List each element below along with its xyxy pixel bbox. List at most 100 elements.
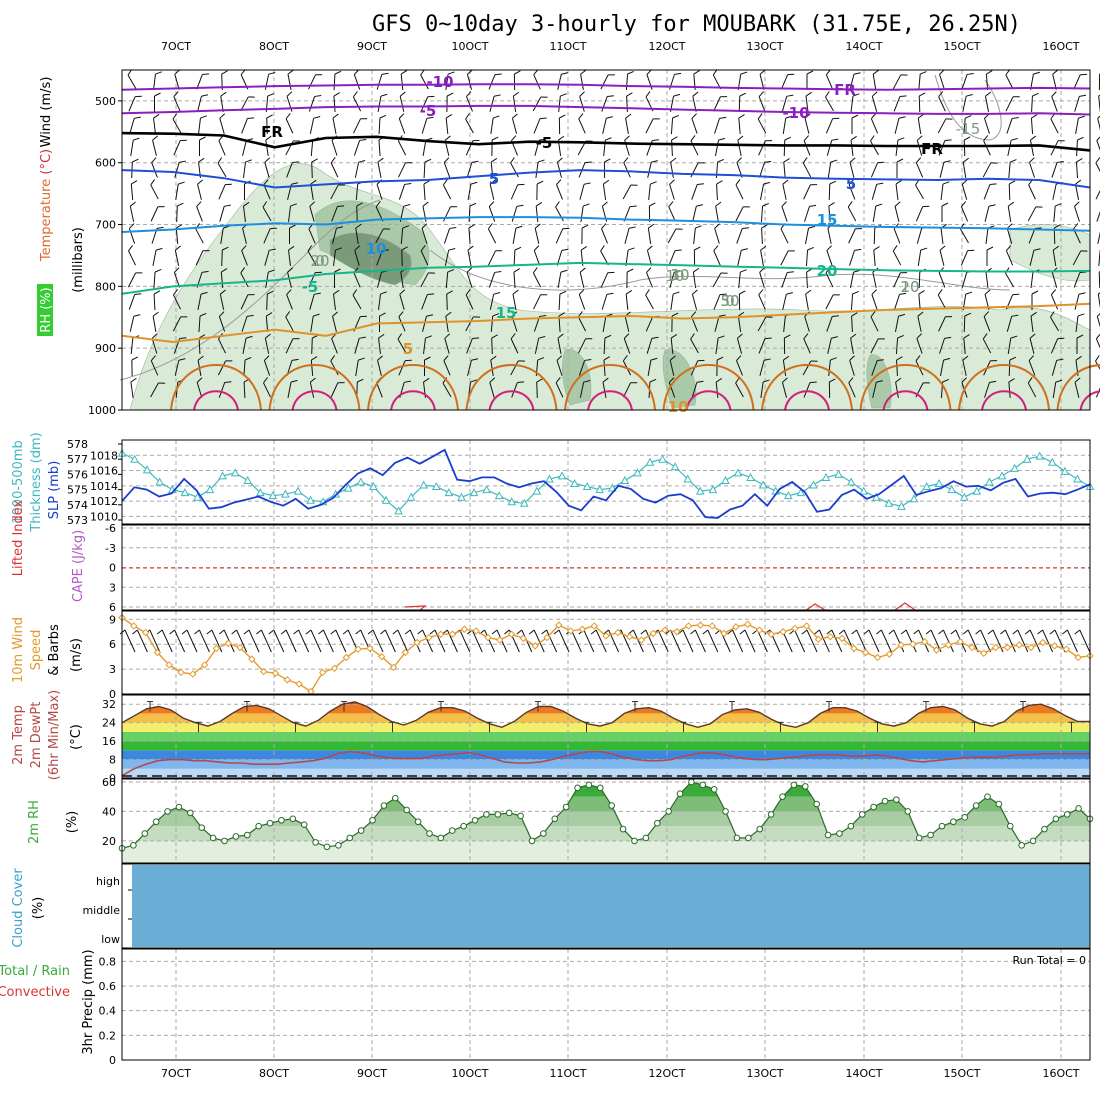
wind-barb (401, 246, 408, 267)
wind-barb (262, 201, 272, 222)
wind-barb-staff (872, 74, 877, 90)
wind-barb-flag (742, 227, 749, 229)
wind-barb-flag (513, 91, 520, 97)
wind-barb-flag (646, 267, 652, 273)
temp-tick-label: 0 (109, 772, 116, 785)
wind-barb (894, 313, 906, 332)
contour-label: 5 (403, 340, 413, 358)
wind-barb (600, 245, 609, 266)
wind-barb-flag (810, 360, 818, 362)
wind-barb (918, 290, 925, 311)
lifted-index-tick-label: -3 (105, 542, 116, 555)
wind-barb (1031, 290, 1039, 310)
wind-barb (465, 139, 480, 156)
wind-barb-flag (332, 113, 339, 119)
wind-barb-flag (1074, 201, 1080, 207)
wind-barb (671, 136, 678, 157)
wind-barb (849, 355, 855, 376)
wind-barb (151, 226, 164, 244)
wind-barb-staff (174, 629, 186, 653)
wind-barb-staff (744, 629, 756, 653)
wind-barb-staff (377, 96, 382, 112)
wind-barb (713, 293, 727, 310)
wind-speed-point (200, 661, 209, 669)
wind-barb (330, 382, 345, 398)
wind-barb-flag (578, 113, 584, 120)
wind-barb (692, 267, 700, 288)
wind-barb-staff (423, 183, 426, 201)
thickness-point (457, 492, 466, 501)
wind-barb (333, 70, 342, 91)
wind-barb-flag (627, 70, 634, 75)
thickness-point (721, 475, 730, 484)
thickness-tick-label: 578 (67, 438, 88, 451)
wind-barb-staff (825, 118, 834, 134)
wind-barb (624, 226, 636, 244)
wind-barb-flag (939, 245, 946, 251)
wind-barb (218, 135, 226, 156)
rh-point (779, 793, 786, 800)
wind-barb (760, 379, 770, 398)
wind-barb-staff (1052, 250, 1057, 266)
wind-barb-flag (825, 91, 830, 98)
wind-barb (466, 337, 480, 354)
wind-barb-flag (627, 247, 635, 251)
thickness-point (343, 483, 353, 492)
wind-barb (1028, 355, 1036, 376)
upper-air-y-tick-label: 1000 (88, 404, 116, 417)
wind-barb-staff (151, 162, 158, 178)
wind-barb-staff (197, 294, 202, 310)
wind-barb-flag (196, 201, 202, 207)
wind-speed-point (838, 634, 846, 643)
wind-barb-staff (378, 117, 381, 135)
wind-barb (352, 289, 362, 310)
rh-point (551, 815, 559, 823)
wind-barb (601, 292, 614, 310)
wind-speed-point (661, 626, 669, 634)
wind-barb-flag (422, 201, 429, 207)
wind-barb-staff (759, 360, 765, 376)
wind-barb (1074, 377, 1081, 398)
wind-barb (712, 69, 722, 90)
wind-barb-flag (392, 629, 399, 635)
wind-barb-staff (1050, 118, 1059, 134)
wind-barb-staff (197, 184, 202, 200)
wind-barb (646, 245, 653, 266)
minmax-axis-label: (6hr Min/Max) (47, 690, 62, 780)
wind-speed-point (271, 669, 280, 677)
wind-barb (647, 357, 658, 376)
wind-barb-flag (847, 201, 853, 208)
wind-barb (400, 70, 408, 91)
wind-barb-flag (536, 180, 544, 185)
cloud-axis-label-text: Cloud Cover (11, 868, 26, 948)
wind-barb-flag (1053, 224, 1061, 229)
thickness-point (846, 477, 856, 486)
wind-barb (555, 377, 564, 398)
wind-barb-flag (514, 246, 522, 251)
wind-barb-staff (856, 629, 868, 653)
wind-barb-flag (291, 358, 299, 361)
lifted-index-tick-label: 6 (109, 601, 116, 614)
wind-barb-flag (156, 226, 164, 229)
wind-barb-flag (715, 201, 722, 207)
rh-point (961, 814, 969, 821)
thickness-point (997, 471, 1007, 480)
wind-barb-staff (707, 629, 719, 653)
wind-barb-flag (359, 139, 367, 141)
wind-barb-flag (579, 91, 585, 97)
wind-barb (354, 245, 361, 266)
wind-barb-flag (243, 629, 250, 635)
wind-barb-flag (1097, 289, 1100, 295)
thickness-point (607, 483, 617, 492)
wind-barb-flag (982, 333, 988, 340)
wind-barb (873, 224, 882, 245)
isotherm-25 (564, 364, 656, 411)
wind-barb-staff (1007, 206, 1012, 222)
wind-barb-flag (630, 382, 638, 384)
wind-barb-staff (309, 206, 315, 222)
wind-barb (330, 157, 339, 178)
wind-barb (220, 91, 227, 112)
x-axis-date-label: 7OCT (161, 40, 191, 53)
wind-speed-point (1027, 643, 1035, 652)
wind-barb-flag (623, 333, 630, 339)
